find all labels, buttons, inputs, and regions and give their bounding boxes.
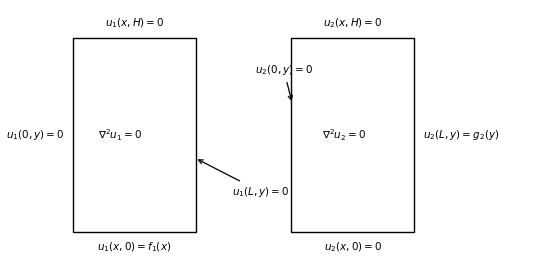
Text: $u_1(L,y)=0$: $u_1(L,y)=0$ — [199, 160, 290, 199]
Text: $u_1(x,0)=f_1(x)$: $u_1(x,0)=f_1(x)$ — [97, 240, 171, 254]
Text: $u_2(x,H)=0$: $u_2(x,H)=0$ — [323, 16, 382, 30]
Text: $u_1(0,y)=0$: $u_1(0,y)=0$ — [6, 128, 64, 142]
Text: $u_1(x,H)=0$: $u_1(x,H)=0$ — [105, 16, 164, 30]
Text: $u_2(x,0)=0$: $u_2(x,0)=0$ — [324, 240, 382, 254]
Text: $\nabla^2 u_1=0$: $\nabla^2 u_1=0$ — [99, 127, 142, 143]
Bar — [291, 38, 414, 232]
Text: $u_2(0,y)=0$: $u_2(0,y)=0$ — [255, 63, 313, 100]
Text: $\nabla^2 u_2=0$: $\nabla^2 u_2=0$ — [323, 127, 366, 143]
Bar — [73, 38, 196, 232]
Text: $u_2(L,y)=g_2(y)$: $u_2(L,y)=g_2(y)$ — [423, 128, 499, 142]
